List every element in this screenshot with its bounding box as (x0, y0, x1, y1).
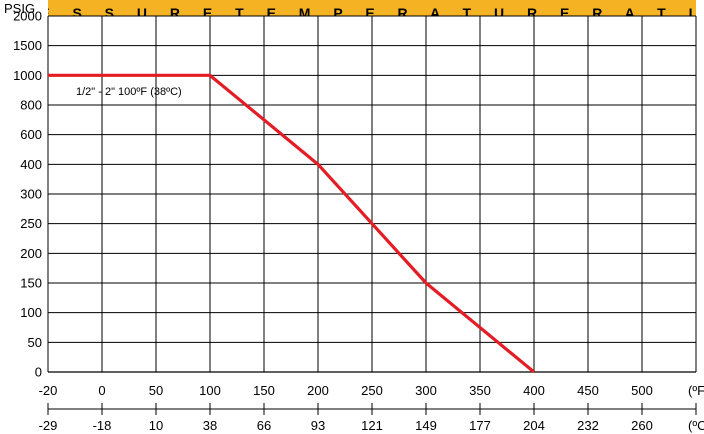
x-tick-label-fahrenheit: 150 (253, 383, 275, 398)
x-tick-label-fahrenheit: 300 (415, 383, 437, 398)
y-tick-labels: 0 50 100 150 200 250 300 400 600 800 1000 1500 2000 (13, 9, 42, 380)
x-tick-label-fahrenheit: 0 (98, 383, 105, 398)
y-tick-label: 2000 (13, 9, 42, 24)
y-tick-label: 150 (20, 276, 42, 291)
x-tick-label-fahrenheit: 100 (199, 383, 221, 398)
x-tick-label-celsius: -18 (93, 418, 112, 433)
x-tick-label-celsius: 93 (311, 418, 325, 433)
x-tick-label-fahrenheit: 200 (307, 383, 329, 398)
y-tick-label: 100 (20, 305, 42, 320)
x-tick-label-fahrenheit: 500 (631, 383, 653, 398)
y-tick-label: 800 (20, 98, 42, 113)
x-tick-label-celsius: 66 (257, 418, 271, 433)
grid-lines (47, 15, 697, 373)
y-tick-label: 200 (20, 246, 42, 261)
y-tick-label: 600 (20, 127, 42, 142)
x-tick-label-celsius: 38 (203, 418, 217, 433)
x-unit-fahrenheit: (ºF) (688, 383, 704, 398)
x-tick-label-celsius: 260 (631, 418, 653, 433)
chart-title: P R E S S U R E T E M P E R A T U R E R … (48, 5, 696, 16)
x-tick-labels-celsius: -29 -18 10 38 66 93 121 149 177 204 232 260 (ºC) (39, 403, 704, 433)
y-tick-label: 400 (20, 157, 42, 172)
y-tick-label: 0 (35, 365, 42, 380)
y-axis-unit-label: PSIG (4, 1, 36, 16)
y-tick-label: 250 (20, 216, 42, 231)
x-unit-celsius: (ºC) (688, 418, 704, 433)
x-tick-label-fahrenheit: 450 (577, 383, 599, 398)
chart-title-bar: P R E S S U R E T E M P E R A T U R E R … (48, 0, 696, 16)
y-tick-label: 50 (28, 335, 42, 350)
series-line (48, 73, 536, 374)
x-tick-label-fahrenheit: -20 (39, 383, 58, 398)
x-tick-label-fahrenheit: 250 (361, 383, 383, 398)
x-tick-label-celsius: 149 (415, 418, 437, 433)
series-annotation: 1/2" - 2" 100ºF (38ºC) (76, 86, 182, 98)
x-tick-label-fahrenheit: 400 (523, 383, 545, 398)
y-tick-label: 1500 (13, 38, 42, 53)
series-lines (48, 73, 536, 374)
x-tick-label-fahrenheit: 50 (149, 383, 163, 398)
x-tick-label-celsius: 204 (523, 418, 545, 433)
x-tick-label-celsius: 232 (577, 418, 599, 433)
x-tick-label-celsius: 177 (469, 418, 491, 433)
y-tick-label: 1000 (13, 68, 42, 83)
x-tick-label-fahrenheit: 350 (469, 383, 491, 398)
x-tick-label-celsius: -29 (39, 418, 58, 433)
x-tick-labels-fahrenheit: -20 0 50 100 150 200 250 300 350 400 450 500 (ºF) (39, 383, 704, 398)
x-tick-label-celsius: 10 (149, 418, 163, 433)
x-tick-label-celsius: 121 (361, 418, 383, 433)
y-tick-label: 300 (20, 187, 42, 202)
